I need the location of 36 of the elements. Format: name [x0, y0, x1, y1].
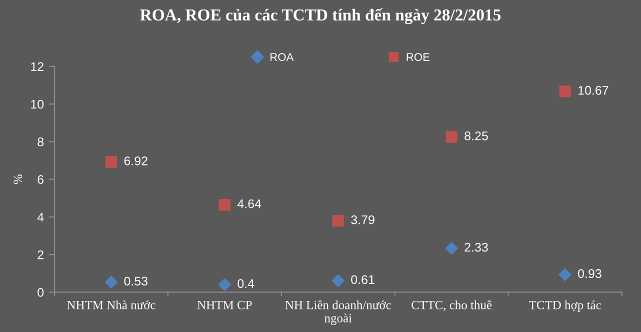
point — [444, 242, 458, 255]
point — [332, 274, 345, 288]
x-tick-label: NHTM Nhà nước — [67, 300, 156, 310]
data-label: 3.79 — [351, 215, 374, 224]
legend-label: ROE — [406, 53, 430, 61]
data-label: 0.53 — [124, 276, 148, 286]
y-tick-label: 10 — [31, 100, 44, 109]
point — [218, 278, 232, 292]
point — [104, 276, 118, 289]
y-tick-label: 0 — [38, 288, 44, 297]
x-tick-label: NHTM CP — [197, 300, 252, 310]
y-tick-label: 2 — [38, 250, 44, 260]
data-label: 0.93 — [578, 269, 602, 278]
x-tick-label: CTTC, cho thuê — [412, 300, 492, 312]
x-tick-label: NH Liên doanh/nước ngoài — [285, 300, 391, 325]
y-tick-label: 8 — [38, 137, 44, 146]
data-label: 0.61 — [351, 275, 374, 284]
legend-label: ROA — [270, 53, 294, 61]
data-label: 10.67 — [578, 86, 608, 95]
point — [446, 131, 458, 143]
data-label: 2.33 — [464, 242, 488, 252]
data-label: 8.25 — [464, 131, 488, 140]
point — [559, 86, 571, 98]
y-axis-title: % — [14, 174, 22, 184]
y-tick-label: 6 — [38, 175, 44, 184]
data-label: 4.64 — [237, 199, 262, 208]
point — [218, 199, 230, 211]
data-label: 0.4 — [238, 279, 254, 288]
point — [332, 215, 344, 227]
point — [105, 156, 118, 168]
y-tick-label: 4 — [37, 212, 44, 222]
point — [558, 268, 572, 282]
data-label: 6.92 — [124, 156, 148, 166]
chart-title: ROA, ROE của các TCTD tính đến ngày 28/2/2015 — [140, 8, 501, 24]
x-tick-label: TCTD hợp tác — [528, 300, 601, 312]
y-tick-label: 12 — [31, 62, 44, 71]
